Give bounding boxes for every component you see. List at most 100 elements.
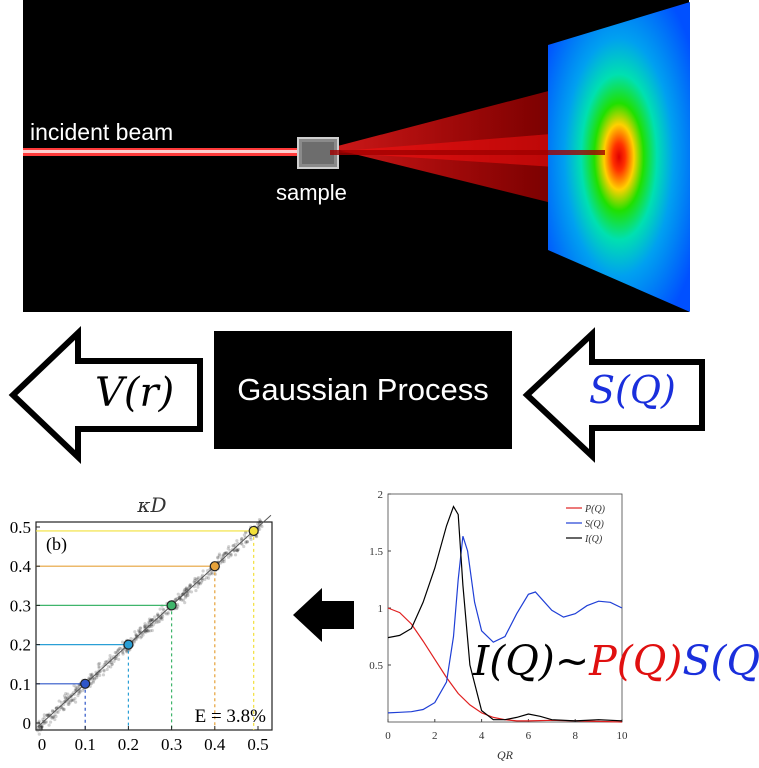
left-arrow bbox=[8, 325, 203, 465]
curves-x-tick-label: 10 bbox=[617, 730, 629, 742]
parity-sample-point bbox=[188, 583, 192, 587]
parity-sample-point bbox=[52, 715, 56, 719]
parity-sample-point bbox=[244, 531, 248, 535]
parity-sample-point bbox=[62, 707, 66, 711]
parity-sample-point bbox=[233, 553, 238, 557]
curves-y-tick-label: 1 bbox=[378, 603, 384, 615]
parity-x-tick-label: 0.5 bbox=[247, 735, 268, 754]
parity-sample-point bbox=[205, 575, 209, 579]
parity-sample-point bbox=[109, 665, 113, 669]
right-arrow bbox=[522, 327, 705, 463]
parity-sample-point bbox=[183, 596, 187, 600]
parity-sample-point bbox=[140, 634, 144, 639]
parity-sample-point bbox=[156, 612, 160, 616]
parity-sample-point bbox=[73, 700, 78, 704]
parity-sample-point bbox=[161, 614, 165, 619]
parity-sample-point bbox=[194, 588, 198, 593]
parity-sample-point bbox=[255, 534, 259, 539]
parity-sample-point bbox=[235, 539, 239, 543]
parity-sample-point bbox=[231, 544, 235, 548]
parity-sample-point bbox=[142, 624, 147, 629]
parity-plot: κD 0 0.1 0.2 0.3 0.4 0.5 0 0.1 0.2 0.3 0.4 0.5 (b) E … bbox=[10, 493, 273, 754]
parity-sample-point bbox=[159, 616, 163, 620]
parity-sample-point bbox=[244, 541, 248, 545]
parity-sample-point bbox=[197, 581, 201, 585]
parity-sample-point bbox=[245, 540, 250, 544]
parity-sample-point bbox=[48, 720, 53, 724]
parity-sample-point bbox=[39, 728, 43, 732]
formula-form-factor: P(Q) bbox=[589, 637, 683, 685]
parity-sample-point bbox=[120, 640, 125, 644]
small-left-arrow bbox=[293, 588, 354, 642]
parity-sample-point bbox=[258, 519, 263, 523]
parity-sample-point bbox=[182, 589, 186, 593]
parity-sample-point bbox=[138, 629, 142, 633]
parity-frame bbox=[35, 521, 273, 731]
parity-sample-point bbox=[185, 591, 190, 596]
parity-sample-point bbox=[121, 652, 125, 656]
parity-sample-point bbox=[162, 608, 166, 612]
parity-sample-point bbox=[64, 698, 68, 702]
parity-sample-point bbox=[114, 651, 118, 655]
parity-sample-point bbox=[201, 569, 205, 573]
parity-sample-point bbox=[205, 572, 210, 576]
parity-sample-point bbox=[216, 556, 220, 560]
potential-symbol: V(r) bbox=[95, 370, 175, 416]
parity-sample-point bbox=[133, 630, 137, 634]
parity-sample-point bbox=[53, 717, 57, 722]
parity-sample-point bbox=[60, 706, 64, 710]
parity-sample-point bbox=[176, 592, 180, 596]
parity-sample-point bbox=[53, 712, 57, 717]
parity-sample-point bbox=[95, 676, 99, 680]
parity-sample-point bbox=[185, 594, 189, 598]
parity-sample-point bbox=[151, 617, 155, 622]
parity-sample-point bbox=[108, 654, 112, 658]
parity-sample-point bbox=[116, 648, 121, 652]
parity-sample-point bbox=[45, 713, 49, 717]
formula-structure-factor: S(Q) bbox=[682, 637, 759, 685]
parity-sample-point bbox=[93, 677, 97, 681]
curves-x-tick-label: 0 bbox=[385, 730, 391, 742]
parity-sample-point bbox=[150, 618, 154, 622]
parity-panel-label: (b) bbox=[46, 534, 67, 555]
parity-sample-point bbox=[242, 533, 247, 537]
parity-sample-point bbox=[196, 582, 201, 587]
parity-sample-point bbox=[54, 714, 58, 719]
parity-sample-point bbox=[208, 571, 213, 576]
incident-beam-label: incident beam bbox=[30, 119, 173, 145]
parity-sample-point bbox=[107, 660, 112, 665]
parity-sample-point bbox=[37, 727, 41, 731]
parity-sample-point bbox=[149, 622, 154, 627]
curves-y-tick-label: 0.5 bbox=[369, 660, 383, 672]
formula-intensity: I(Q) bbox=[473, 637, 555, 685]
parity-sample-point bbox=[61, 708, 66, 712]
parity-y-tick-label: 0.2 bbox=[10, 636, 31, 655]
parity-highlight-point bbox=[123, 639, 134, 650]
parity-sample-point bbox=[143, 624, 147, 628]
parity-sample-point bbox=[160, 616, 164, 620]
parity-sample-point bbox=[139, 636, 143, 640]
parity-sample-point bbox=[156, 613, 160, 617]
structure-factor-symbol: S(Q) bbox=[589, 368, 676, 412]
parity-sample-point bbox=[235, 548, 239, 552]
parity-sample-point bbox=[233, 542, 237, 546]
parity-sample-point bbox=[223, 551, 227, 555]
parity-sample-point bbox=[114, 656, 118, 661]
curves-x-tick-label: 8 bbox=[572, 730, 578, 742]
parity-sample-point bbox=[76, 694, 80, 698]
parity-sample-point bbox=[229, 554, 233, 558]
parity-sample-point bbox=[88, 673, 92, 677]
parity-sample-point bbox=[150, 619, 154, 623]
parity-sample-point bbox=[147, 621, 151, 625]
parity-sample-point bbox=[87, 676, 91, 680]
parity-sample-point bbox=[244, 540, 248, 544]
parity-sample-point bbox=[57, 699, 61, 703]
parity-sample-point bbox=[137, 634, 141, 638]
parity-sample-point bbox=[143, 624, 147, 628]
parity-sample-point bbox=[129, 637, 133, 641]
parity-sample-point bbox=[110, 662, 114, 666]
parity-sample-point bbox=[66, 702, 70, 706]
parity-sample-point bbox=[235, 548, 240, 552]
parity-sample-point bbox=[75, 686, 79, 690]
parity-sample-point bbox=[255, 522, 260, 526]
